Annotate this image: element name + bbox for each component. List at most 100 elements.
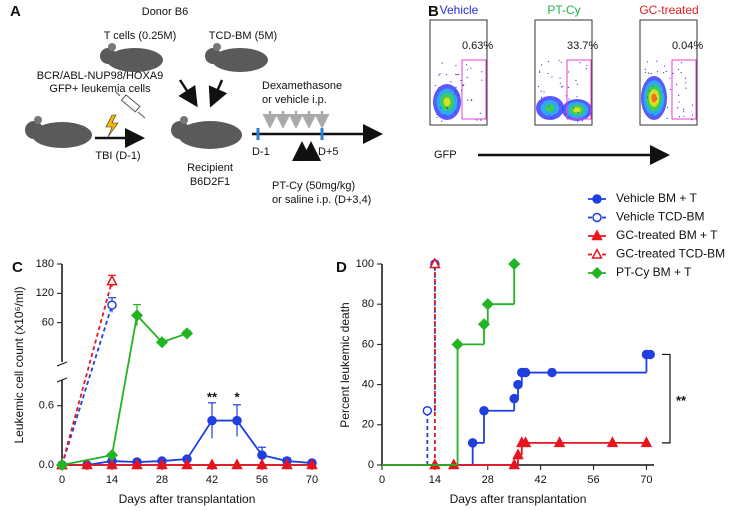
y-tick-label: 0	[368, 459, 374, 471]
timeline-label: D-1	[252, 146, 270, 158]
data-point	[207, 415, 217, 426]
cell-dot	[663, 72, 665, 74]
cell-dot	[562, 85, 564, 87]
cell-dot	[573, 107, 575, 109]
cell-dot	[540, 96, 543, 98]
x-tick-label: 28	[482, 474, 494, 486]
legend-marker	[591, 247, 603, 259]
cell-dot	[481, 79, 483, 81]
cell-dot	[456, 74, 458, 76]
data-point	[55, 458, 69, 472]
cell-dot	[652, 85, 654, 88]
y-tick-label: 40	[362, 379, 374, 391]
x-axis-title: Days after transplantation	[450, 492, 587, 506]
data-point	[479, 405, 489, 416]
cell-dot	[470, 67, 472, 69]
series-line	[61, 304, 113, 466]
y-axis-title: Leukemic cell count (x10⁶/ml)	[12, 287, 26, 444]
cell-dot	[577, 111, 579, 114]
cell-dot	[678, 101, 680, 103]
cell-dot	[480, 119, 482, 121]
data-point	[509, 393, 519, 404]
cell-dot	[579, 62, 581, 64]
cell-dot	[457, 94, 459, 96]
cell-dot	[553, 114, 555, 116]
group-label: GC-treated	[639, 3, 698, 17]
data-point	[553, 436, 566, 448]
timeline-label: D+5	[318, 146, 339, 158]
data-point	[180, 327, 194, 340]
cell-dot	[667, 107, 669, 109]
cell-dot	[453, 93, 455, 95]
post-treatment-label: or saline i.p. (D+3,4)	[272, 194, 371, 206]
cell-dot	[662, 90, 665, 93]
legend-marker	[590, 266, 604, 280]
cell-dot	[672, 72, 674, 75]
cell-dot	[648, 90, 651, 92]
leukemia-label: BCR/ABL-NUP98/HOXA9	[37, 70, 164, 82]
cell-dot	[663, 65, 666, 67]
cell-dot	[436, 116, 438, 119]
legend-label: PT-Cy BM + T	[616, 265, 692, 279]
cell-dot	[644, 68, 646, 70]
treatment-label: or vehicle i.p.	[262, 94, 327, 106]
cell-dot	[558, 59, 560, 62]
cell-dot	[577, 121, 579, 123]
gate	[566, 59, 592, 120]
cell-dot	[586, 64, 588, 66]
cell-dot	[548, 105, 550, 107]
data-point	[106, 458, 118, 470]
data-point	[645, 349, 655, 360]
cell-dot	[644, 71, 646, 73]
cell-dot	[669, 88, 671, 91]
gate-percent: 0.04%	[672, 40, 703, 52]
cell-dot	[455, 86, 457, 88]
y-tick-label: 80	[362, 298, 374, 310]
cell-dot	[560, 61, 562, 64]
legend-marker	[592, 212, 602, 223]
cell-dot	[568, 98, 570, 100]
cell-dot	[650, 72, 652, 75]
cell-dot	[541, 100, 543, 103]
gate-percent: 0.63%	[462, 40, 493, 52]
cell-dot	[547, 72, 549, 75]
cell-dot	[685, 87, 687, 89]
gate	[671, 59, 697, 120]
data-point	[130, 309, 144, 322]
x-tick-label: 56	[256, 474, 268, 486]
cell-dot	[457, 73, 460, 76]
graft-label: TCD-BM (5M)	[209, 30, 277, 42]
cell-dot	[646, 61, 648, 63]
x-axis-title: Days after transplantation	[119, 492, 256, 506]
cell-dot	[454, 111, 456, 113]
cell-dot	[547, 61, 550, 63]
series-line	[61, 313, 188, 466]
y-tick-label: 120	[36, 287, 54, 299]
cell-dot	[441, 120, 443, 122]
cell-dot	[445, 74, 448, 76]
treatment-label: Dexamethasone	[262, 80, 342, 92]
cell-dot	[691, 114, 694, 116]
cell-dot	[567, 71, 570, 73]
data-point	[206, 458, 218, 470]
data-point	[306, 458, 318, 470]
cell-dot	[446, 107, 449, 110]
data-point	[520, 367, 531, 378]
cell-dot	[440, 107, 442, 109]
cell-dot	[481, 71, 483, 73]
cell-dot	[466, 69, 468, 71]
cell-cloud	[573, 107, 581, 113]
cell-dot	[455, 73, 457, 76]
cell-dot	[438, 86, 440, 89]
legend-marker	[592, 194, 602, 204]
cell-dot	[465, 64, 468, 66]
data-point	[508, 257, 521, 271]
legend-marker	[591, 229, 603, 241]
y-tick-label: 0.0	[39, 459, 54, 471]
charts: C 0 14 28 42 56 70 0.0 0.6 60 120 180 Days after tra…	[12, 191, 725, 506]
cell-dot	[684, 77, 687, 79]
cell-dot	[666, 117, 668, 120]
cell-dot	[576, 96, 578, 98]
cell-dot	[463, 84, 465, 86]
cell-dot	[677, 68, 680, 71]
